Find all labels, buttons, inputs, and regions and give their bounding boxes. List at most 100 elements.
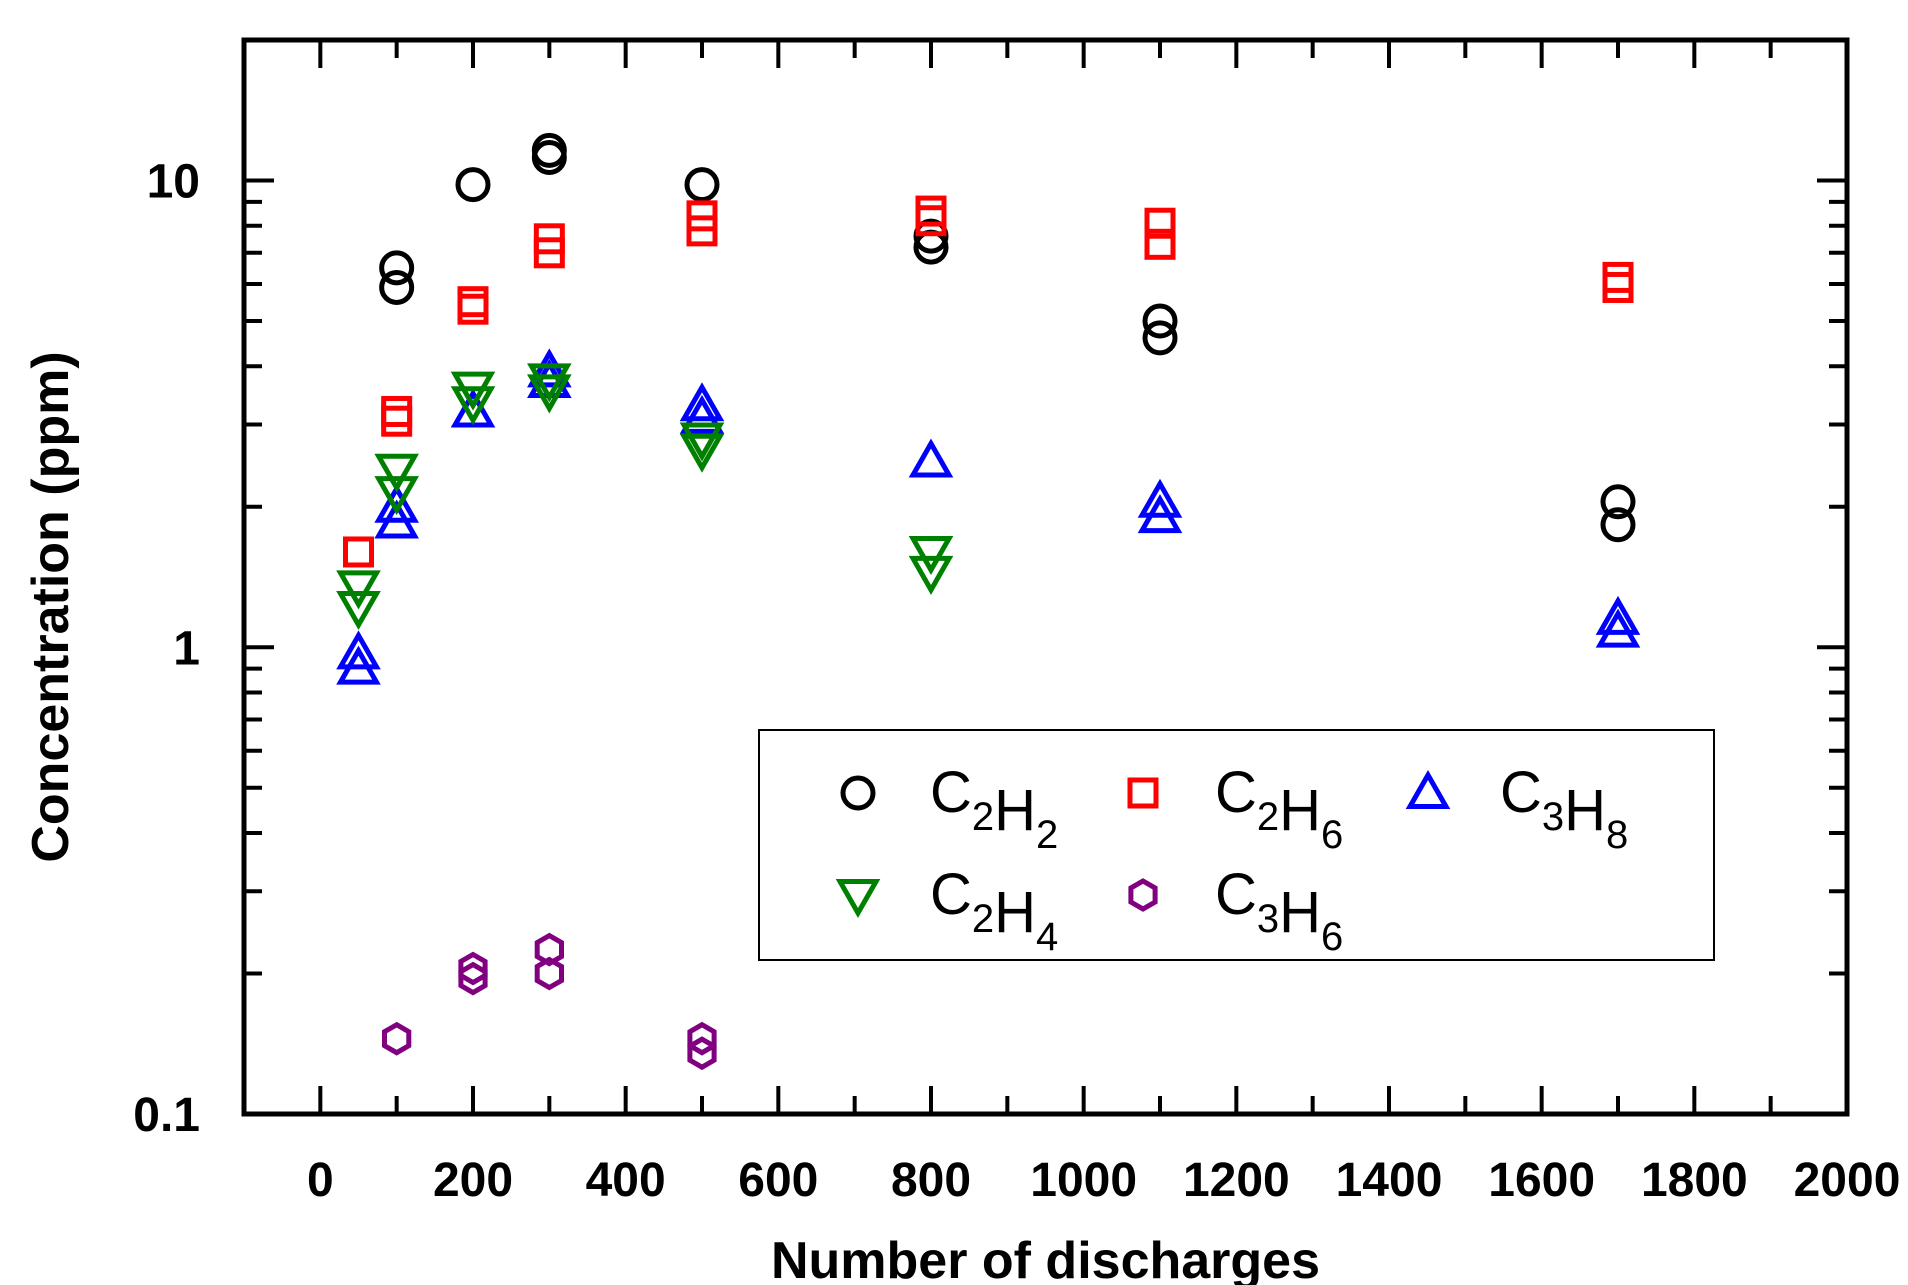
data-point — [1595, 608, 1641, 648]
y-tick-label: 0.1 — [133, 1089, 200, 1142]
series-2 — [336, 348, 1641, 685]
series-0 — [379, 132, 1636, 543]
data-point — [1142, 320, 1178, 356]
data-point — [686, 215, 718, 247]
legend-label-element: C — [1500, 760, 1542, 825]
data-point — [1600, 507, 1636, 543]
legend-label-subscript: 2 — [972, 795, 994, 839]
data-point — [1144, 228, 1176, 260]
data-point — [336, 630, 381, 670]
series-1 — [343, 195, 1634, 568]
y-tick-label: 1 — [173, 622, 200, 675]
data-point — [374, 453, 419, 493]
data-point — [382, 1021, 412, 1056]
x-tick-label: 200 — [433, 1154, 513, 1207]
x-tick-label: 1200 — [1183, 1154, 1290, 1207]
legend-marker — [835, 879, 881, 919]
series-4 — [382, 932, 717, 1071]
data-point — [534, 956, 564, 991]
data-point — [533, 237, 565, 269]
data-point — [379, 269, 415, 305]
legend-item: C3H8 — [1405, 760, 1628, 857]
legend-marker — [1405, 769, 1451, 809]
x-tick-label: 1600 — [1488, 1154, 1595, 1207]
legend-label-subscript: 3 — [1542, 795, 1564, 839]
data-point — [531, 140, 567, 176]
data-point — [1602, 261, 1634, 293]
legend-label-subscript: 6 — [1321, 915, 1343, 959]
legend-marker — [840, 775, 876, 811]
x-tick-label: 2000 — [1794, 1154, 1901, 1207]
legend-label-element: H — [1279, 880, 1321, 945]
legend-label-element: C — [1215, 760, 1257, 825]
x-tick-label: 400 — [586, 1154, 666, 1207]
data-point — [374, 476, 419, 516]
x-tick-labels: 0 200 400 600 800 1000 1200 1400 1600 1800 2000 — [307, 1154, 1900, 1207]
data-point — [679, 394, 725, 434]
data-point — [687, 1021, 717, 1056]
data-point — [687, 1036, 717, 1071]
legend-label-element: H — [994, 778, 1036, 843]
x-tick-label: 800 — [891, 1154, 971, 1207]
data-point — [1137, 494, 1183, 534]
legend-label-subscript: 2 — [972, 897, 994, 941]
x-axis-title: Number of discharges — [771, 1232, 1320, 1285]
data-point — [457, 286, 489, 318]
x-tick-label: 1000 — [1030, 1154, 1137, 1207]
x-tick-label: 0 — [307, 1154, 334, 1207]
legend-label: C2H4 — [930, 862, 1058, 959]
data-point — [374, 499, 419, 539]
data-point — [915, 205, 947, 237]
plot-frame — [241, 37, 1850, 1117]
x-tick-label: 1400 — [1336, 1154, 1443, 1207]
legend-label-element: H — [1564, 778, 1606, 843]
data-markers — [336, 132, 1641, 1071]
data-point — [1595, 595, 1641, 635]
x-tick-label: 1800 — [1641, 1154, 1748, 1207]
legend-item: C2H4 — [835, 862, 1058, 959]
data-point — [381, 405, 413, 437]
data-point — [679, 382, 725, 422]
data-point — [374, 483, 419, 523]
legend-marker — [1127, 777, 1159, 809]
legend-label-subscript: 4 — [1036, 915, 1058, 959]
data-point — [1142, 303, 1178, 339]
data-point — [458, 951, 488, 986]
legend-label-subscript: 6 — [1321, 813, 1343, 857]
data-point — [336, 645, 381, 685]
data-point — [343, 536, 374, 568]
legend-label-element: H — [994, 880, 1036, 945]
series-3 — [336, 363, 954, 630]
data-point — [679, 422, 725, 462]
legend-item: C2H6 — [1127, 760, 1343, 857]
legend-label-subscript: 2 — [1257, 795, 1279, 839]
legend-marker — [1128, 878, 1158, 912]
legend-label-subscript: 2 — [1036, 813, 1058, 857]
legend-label: C2H6 — [1215, 760, 1343, 857]
data-point — [684, 167, 720, 203]
legend-item: C3H6 — [1128, 862, 1343, 959]
plot-border — [241, 37, 1850, 1117]
legend-label-element: H — [1279, 778, 1321, 843]
y-tick-label: 10 — [147, 156, 200, 209]
data-point — [455, 167, 491, 203]
data-point — [336, 590, 381, 630]
data-point — [458, 961, 488, 996]
data-point — [908, 555, 954, 595]
data-point — [679, 433, 725, 473]
legend-label-element: C — [1215, 862, 1257, 927]
data-point — [1144, 207, 1176, 239]
legend-box — [758, 729, 1715, 961]
data-point — [527, 348, 572, 388]
legend-item: C2H2 — [840, 760, 1058, 857]
legend-label: C2H2 — [930, 760, 1058, 857]
x-tick-label: 600 — [738, 1154, 818, 1207]
legend-label-subscript: 3 — [1257, 897, 1279, 941]
data-point — [527, 374, 572, 414]
data-point — [527, 363, 572, 403]
legend-label: C3H8 — [1500, 760, 1628, 857]
legend-label: C3H6 — [1215, 862, 1343, 959]
data-point — [908, 438, 954, 478]
